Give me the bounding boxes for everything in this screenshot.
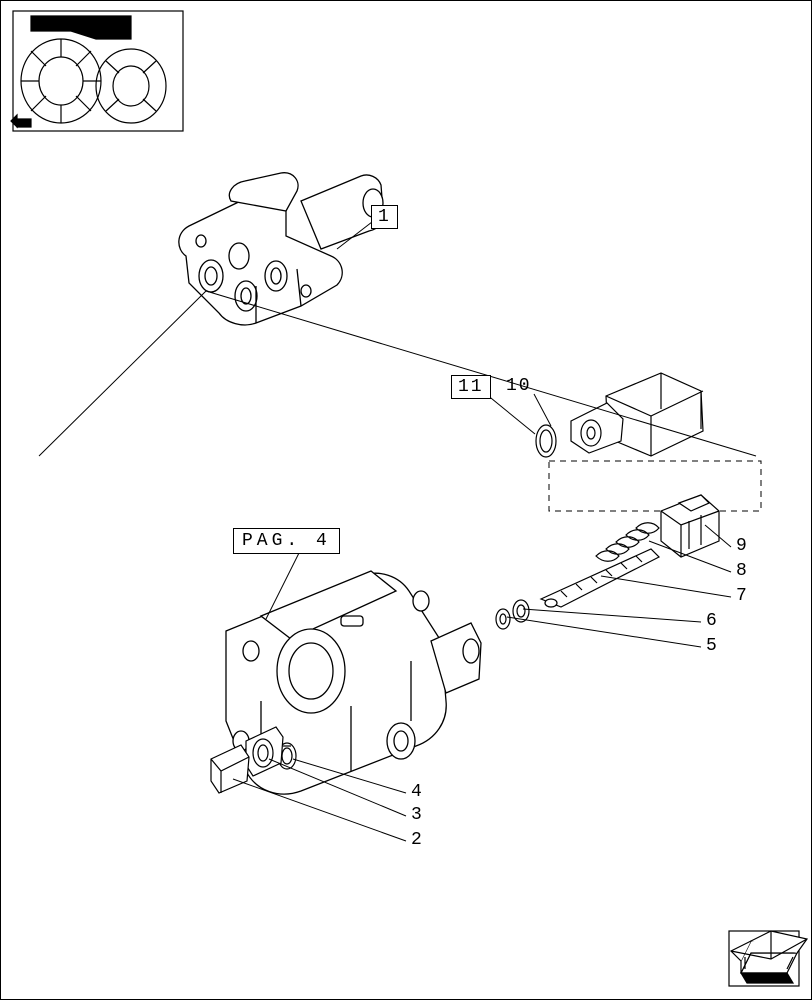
callout-1: 1	[371, 205, 398, 229]
washers-5-6	[496, 600, 529, 629]
callout-11: 11	[451, 375, 491, 399]
callout-8: 8	[736, 562, 749, 580]
pag-label: PAG. 4	[233, 528, 340, 554]
callout-2: 2	[411, 831, 424, 849]
callout-5: 5	[706, 637, 719, 655]
callout-9: 9	[736, 537, 749, 555]
diagram-page: 1 11 10 PAG. 4 9 8 7 6 5 4 3 2	[0, 0, 812, 1000]
callout-6: 6	[706, 612, 719, 630]
dashed-ref-box	[549, 461, 761, 511]
thumbnail-icon	[11, 11, 183, 131]
callout-10: 10	[506, 377, 532, 395]
diagram-svg	[1, 1, 812, 1000]
assembly-1	[179, 173, 384, 325]
callout-7: 7	[736, 587, 749, 605]
plug-9	[661, 495, 719, 557]
spool-7	[541, 549, 659, 607]
cap-solenoid	[571, 373, 703, 456]
callout-3: 3	[411, 806, 424, 824]
open-box-icon	[729, 931, 807, 986]
callout-4: 4	[411, 783, 424, 801]
o-ring-10	[536, 425, 556, 457]
